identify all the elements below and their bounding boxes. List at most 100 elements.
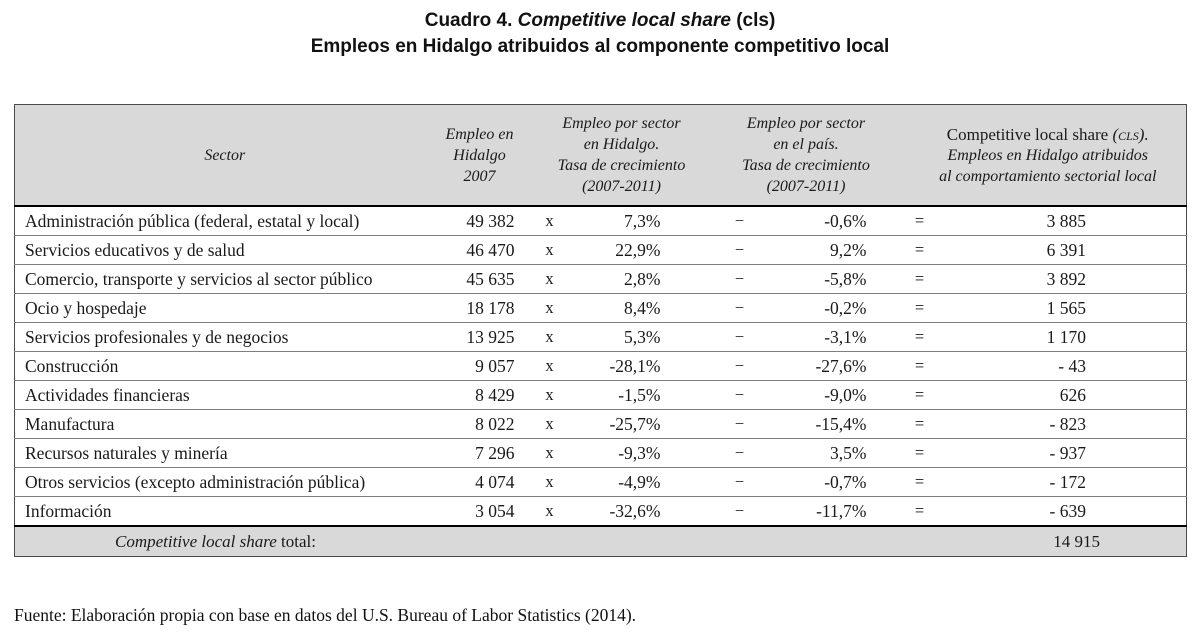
- minus-operator: −: [704, 264, 775, 294]
- cls-value: 3 892: [959, 264, 1187, 294]
- sector-name: Servicios educativos y de salud: [14, 235, 435, 265]
- multiply-operator: x: [524, 322, 575, 352]
- multiply-operator: x: [524, 264, 575, 294]
- cls-value: 1 565: [959, 293, 1187, 323]
- growth-pais-value: -9,0%: [774, 380, 880, 410]
- multiply-operator: x: [524, 351, 575, 381]
- empleo-2007-value: 8 022: [434, 409, 525, 439]
- table-body: Administración pública (federal, estatal…: [14, 206, 1187, 527]
- sector-name: Comercio, transporte y servicios al sect…: [14, 264, 435, 294]
- header-line: en Hidalgo.: [583, 136, 660, 153]
- equals-operator: =: [879, 264, 960, 294]
- total-row: Competitive local share total: 14 915: [14, 525, 1187, 557]
- empleo-2007-value: 7 296: [434, 438, 525, 468]
- cls-value: - 823: [959, 409, 1187, 439]
- header-line: Tasa de crecimiento: [742, 157, 870, 174]
- sector-name: Construcción: [14, 351, 435, 381]
- multiply-operator: x: [524, 467, 575, 497]
- table-row: Construcción 9 057 x -28,1% − -27,6% = - 43: [14, 351, 1187, 381]
- cls-value: 626: [959, 380, 1187, 410]
- table-row: Información 3 054 x -32,6% − -11,7% = - 639: [15, 497, 1187, 527]
- cls-header-roman: Competitive local share: [946, 124, 1113, 144]
- minus-operator: −: [704, 380, 775, 410]
- growth-hidalgo-value: -9,3%: [574, 438, 705, 468]
- growth-hidalgo-value: -25,7%: [574, 409, 705, 439]
- cls-value: 1 170: [959, 322, 1187, 352]
- empleo-2007-value: 45 635: [434, 264, 525, 294]
- growth-hidalgo-value: -1,5%: [574, 380, 705, 410]
- header-line: Empleo por sector: [746, 115, 866, 132]
- table-row: Comercio, transporte y servicios al sect…: [14, 264, 1187, 294]
- minus-operator: −: [734, 501, 745, 520]
- table-row: Actividades financieras 8 429 x -1,5% − -9,0%…: [14, 380, 1187, 410]
- table-footer: Competitive local share total: 14 915: [14, 525, 1187, 557]
- growth-pais-value: 3,5%: [774, 438, 880, 468]
- equals-operator: =: [879, 438, 960, 468]
- growth-hidalgo-value: -32,6%: [609, 500, 661, 521]
- growth-pais-value: 9,2%: [774, 235, 880, 265]
- sector-name: Manufactura: [14, 409, 435, 439]
- sector-name: Información: [25, 500, 112, 521]
- empleo-2007-value: 3 054: [475, 500, 515, 521]
- header-growth-pais: Empleo por sector en el país. Tasa de cr…: [704, 104, 880, 207]
- growth-hidalgo-value: 22,9%: [574, 235, 705, 265]
- cls-value: - 43: [959, 351, 1187, 381]
- minus-operator: −: [704, 293, 775, 323]
- empleo-2007-value: 46 470: [434, 235, 525, 265]
- empleo-2007-value: 49 382: [434, 206, 525, 236]
- title-italic-phrase: Competitive local share: [517, 10, 731, 31]
- growth-hidalgo-value: -4,9%: [574, 467, 705, 497]
- header-sector: Sector: [14, 104, 435, 207]
- empleo-2007-value: 13 925: [434, 322, 525, 352]
- equals-operator: =: [914, 501, 925, 520]
- table-row: Otros servicios (excepto administración …: [14, 467, 1187, 497]
- growth-pais-value: -0,7%: [774, 467, 880, 497]
- table-title-line2: Empleos en Hidalgo atribuidos al compone…: [310, 36, 890, 57]
- minus-operator: −: [704, 438, 775, 468]
- header-line: (2007-2011): [582, 178, 661, 195]
- growth-pais-value: -0,6%: [774, 206, 880, 236]
- header-empleo-hidalgo-2007: Empleo en Hidalgo 2007: [434, 104, 525, 207]
- minus-operator: −: [704, 206, 775, 236]
- equals-operator: =: [879, 235, 960, 265]
- empleo-2007-value: 18 178: [434, 293, 525, 323]
- growth-pais-value: -27,6%: [774, 351, 880, 381]
- source-note: Fuente: Elaboración propia con base en d…: [14, 605, 637, 625]
- table-row: Servicios profesionales y de negocios 13 …: [14, 322, 1187, 352]
- growth-pais-value: -0,2%: [774, 293, 880, 323]
- equals-operator: =: [879, 409, 960, 439]
- sector-name: Servicios profesionales y de negocios: [14, 322, 435, 352]
- empleo-2007-value: 8 429: [434, 380, 525, 410]
- minus-operator: −: [704, 467, 775, 497]
- header-line: Tasa de crecimiento: [557, 157, 686, 174]
- growth-hidalgo-value: 5,3%: [574, 322, 705, 352]
- header-line: Empleos en Hidalgo atribuidos: [947, 146, 1148, 164]
- equals-operator: =: [879, 206, 960, 236]
- header-growth-hidalgo: Empleo por sector en Hidalgo. Tasa de cr…: [524, 104, 705, 207]
- header-line: Empleo por sector: [562, 115, 681, 132]
- growth-hidalgo-value: 2,8%: [574, 264, 705, 294]
- empleo-2007-value: 9 057: [434, 351, 525, 381]
- title-suffix: (cls): [730, 10, 776, 31]
- equals-operator: =: [879, 293, 960, 323]
- header-line: 2007: [463, 167, 496, 185]
- total-label: Competitive local share total:: [14, 525, 960, 557]
- cls-table: Sector Empleo en Hidalgo 2007 Empleo por…: [14, 104, 1187, 557]
- growth-pais-value: -11,7%: [816, 500, 867, 521]
- multiply-operator: x: [524, 438, 575, 468]
- cls-value: 3 885: [959, 206, 1187, 236]
- table-row: Manufactura 8 022 x -25,7% − -15,4% = - 823: [14, 409, 1187, 439]
- equals-operator: =: [879, 322, 960, 352]
- cls-value: 6 391: [959, 235, 1187, 265]
- header-line: Competitive local share (cls).: [910, 124, 1187, 145]
- minus-operator: −: [704, 322, 775, 352]
- title-prefix: Cuadro 4.: [424, 10, 518, 31]
- growth-hidalgo-value: -28,1%: [574, 351, 705, 381]
- cls-value: - 172: [959, 467, 1187, 497]
- growth-hidalgo-value: 8,4%: [574, 293, 705, 323]
- sector-name: Administración pública (federal, estatal…: [14, 206, 435, 236]
- cls-value: - 937: [959, 438, 1187, 468]
- equals-operator: =: [879, 380, 960, 410]
- cls-value: - 639: [1049, 500, 1086, 521]
